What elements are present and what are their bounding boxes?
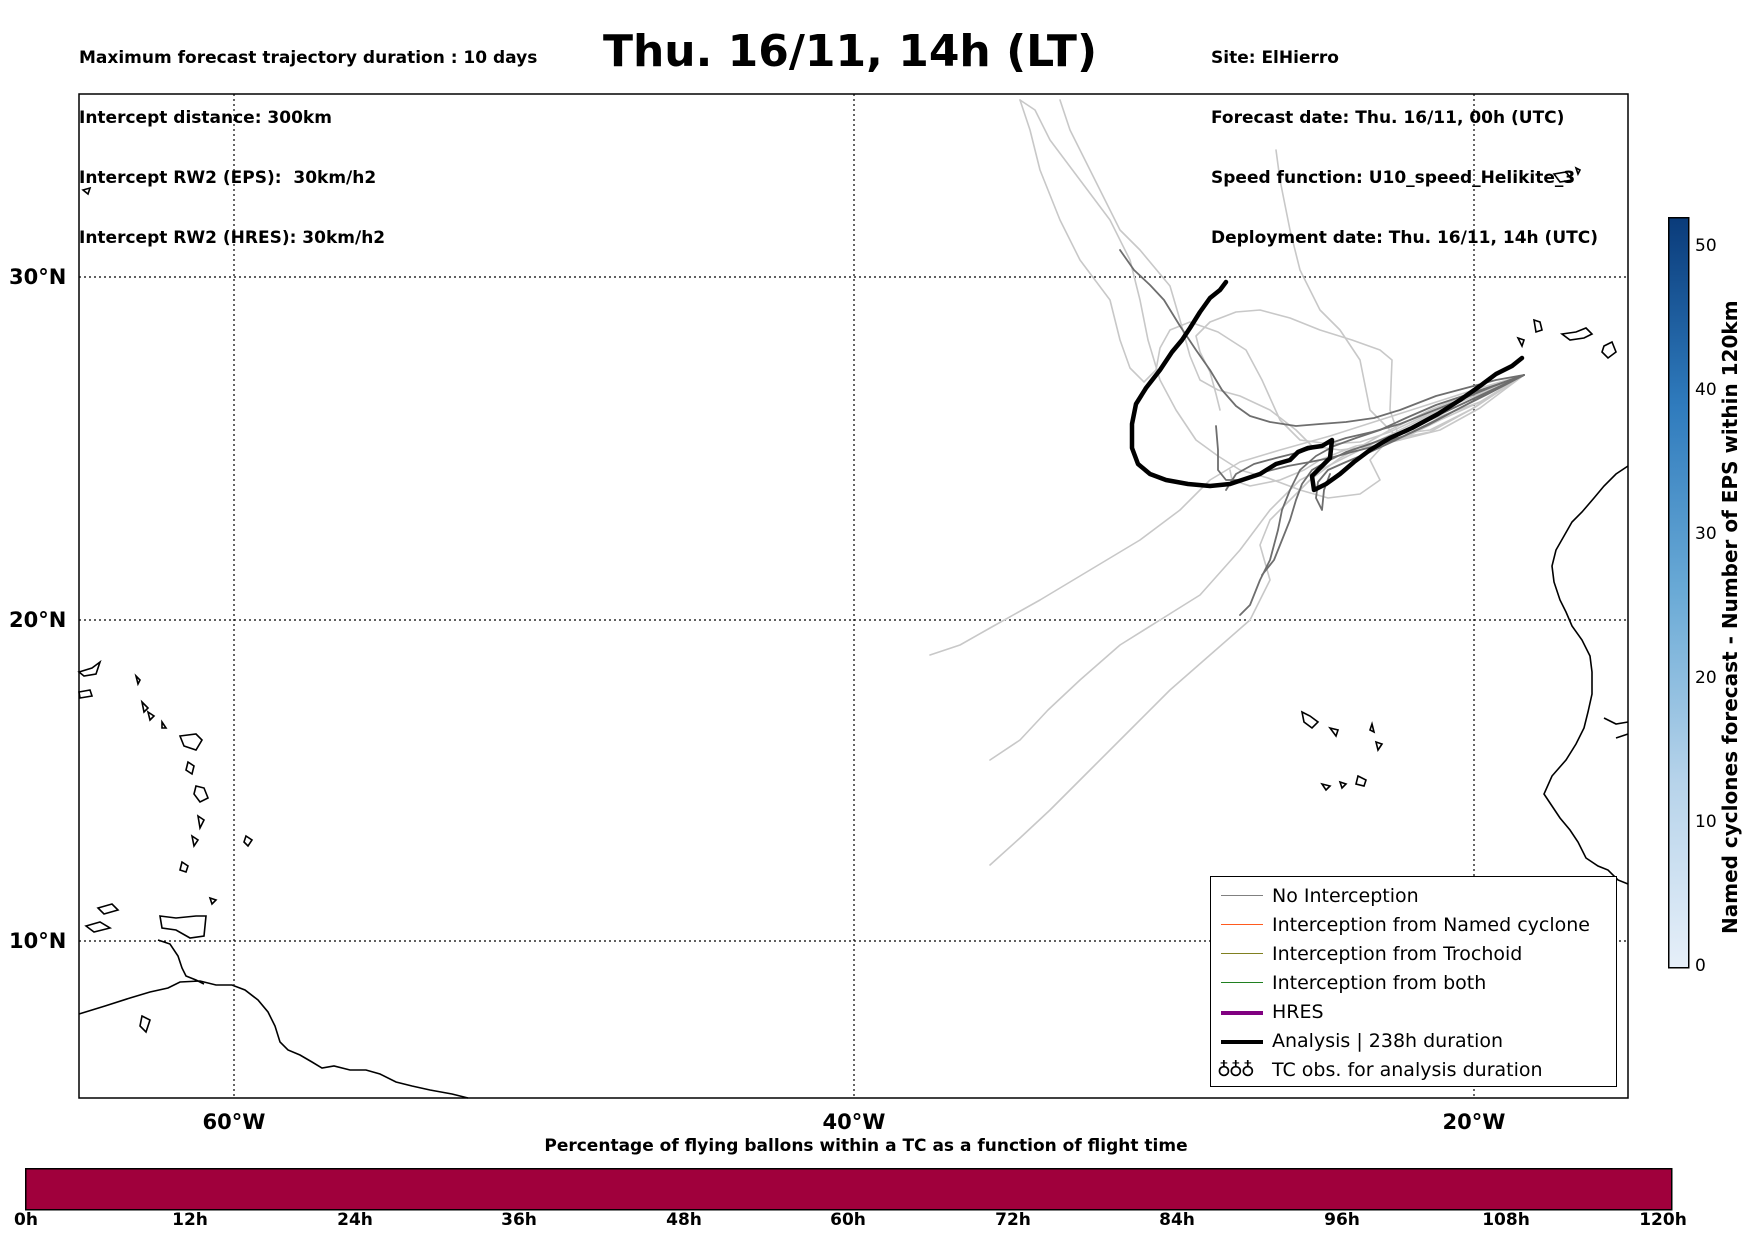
info-line: Speed function: U10_speed_Helikite_3 xyxy=(1211,168,1576,188)
legend-label: Interception from Named cyclone xyxy=(1272,914,1590,936)
site-info: Site: ElHierro Forecast date: Thu. 16/11… xyxy=(1211,8,1598,268)
legend-item: Interception from Trochoid xyxy=(1211,940,1616,969)
legend-swatch xyxy=(1221,895,1263,896)
colorbar-tick: 50 xyxy=(1695,236,1717,256)
canary-islands xyxy=(1532,318,1543,334)
lat-label: 30°N xyxy=(9,265,67,289)
colorbar-tick: 48h xyxy=(666,1210,702,1230)
colorbar-tick: 40 xyxy=(1695,380,1717,400)
lat-label: 20°N xyxy=(9,608,67,632)
trajectory-line xyxy=(929,374,1525,656)
colorbar-title: Named cyclones forecast - Number of EPS … xyxy=(1718,300,1742,934)
legend-item: No Interception xyxy=(1211,882,1616,911)
colorbar-tick: 12h xyxy=(172,1210,208,1230)
colorbar-tick: 30 xyxy=(1695,524,1717,544)
legend-swatch xyxy=(1221,1011,1263,1015)
info-line: Intercept RW2 (EPS): 30km/h2 xyxy=(79,168,377,188)
colorbar-tick: 120h xyxy=(1639,1210,1687,1230)
trajectory-line xyxy=(989,374,1525,761)
trajectory-line xyxy=(1315,374,1525,511)
legend-label: TC obs. for analysis duration xyxy=(1272,1059,1543,1081)
map-title: Thu. 16/11, 14h (LT) xyxy=(602,26,1098,77)
lat-label: 10°N xyxy=(9,929,67,953)
coastlines xyxy=(77,166,1629,1099)
flight-time-colorbar-title: Percentage of flying ballons within a TC… xyxy=(544,1136,1188,1156)
trajectory-line xyxy=(989,374,1525,866)
legend-label: Analysis | 238h duration xyxy=(1272,1030,1504,1052)
info-line: Intercept distance: 300km xyxy=(79,108,332,128)
legend-label: No Interception xyxy=(1272,885,1419,907)
lon-label: 40°W xyxy=(822,1110,886,1134)
legend-item: Interception from Named cyclone xyxy=(1211,911,1616,940)
colorbar-tick: 20 xyxy=(1695,668,1717,688)
legend-item: Interception from both xyxy=(1211,969,1616,998)
legend-label: Interception from Trochoid xyxy=(1272,943,1523,965)
forecast-parameters: Maximum forecast trajectory duration : 1… xyxy=(79,8,537,268)
analysis-trajectory xyxy=(1129,279,1525,493)
legend-swatch xyxy=(1221,924,1263,925)
south-america-coast xyxy=(78,980,469,1099)
info-line: Deployment date: Thu. 16/11, 14h (UTC) xyxy=(1211,228,1598,248)
legend-item: HRES xyxy=(1211,998,1616,1027)
lon-label: 60°W xyxy=(202,1110,266,1134)
colorbar-tick: 96h xyxy=(1324,1210,1360,1230)
legend-label: HRES xyxy=(1272,1001,1324,1023)
africa-coast xyxy=(1543,465,1629,885)
colorbar-tick: 10 xyxy=(1695,812,1717,832)
legend-swatch xyxy=(1221,982,1263,983)
legend-swatch xyxy=(1221,953,1263,954)
cape-verde xyxy=(1300,710,1320,730)
colorbar-tick: 36h xyxy=(501,1210,537,1230)
colorbar-tick: 24h xyxy=(337,1210,373,1230)
lon-label: 20°W xyxy=(1442,1110,1506,1134)
legend-label: Interception from both xyxy=(1272,972,1487,994)
legend-item: Analysis | 238h duration xyxy=(1211,1027,1616,1056)
colorbar-tick: 0 xyxy=(1695,956,1706,976)
info-line: Intercept RW2 (HRES): 30km/h2 xyxy=(79,228,386,248)
map-legend: No Interception Interception from Named … xyxy=(1210,876,1617,1087)
info-line: Forecast date: Thu. 16/11, 00h (UTC) xyxy=(1211,108,1565,128)
trajectory-line xyxy=(1239,374,1525,616)
colorbar-tick: 72h xyxy=(995,1210,1031,1230)
trajectory-line xyxy=(1275,149,1525,441)
legend-swatch xyxy=(1221,1040,1263,1044)
legend-item: ♁♁♁ TC obs. for analysis duration xyxy=(1211,1056,1616,1085)
eps-colorbar xyxy=(1668,217,1690,969)
colorbar-tick: 60h xyxy=(830,1210,866,1230)
colorbar-tick: 0h xyxy=(14,1210,38,1230)
trajectory-line xyxy=(1119,249,1525,427)
flight-time-colorbar xyxy=(25,1168,1673,1211)
tc-symbol-icon: ♁♁♁ xyxy=(1217,1059,1255,1081)
info-line: Maximum forecast trajectory duration : 1… xyxy=(79,48,538,68)
colorbar-tick: 84h xyxy=(1159,1210,1195,1230)
info-line: Site: ElHierro xyxy=(1211,48,1339,68)
colorbar-tick: 108h xyxy=(1482,1210,1530,1230)
